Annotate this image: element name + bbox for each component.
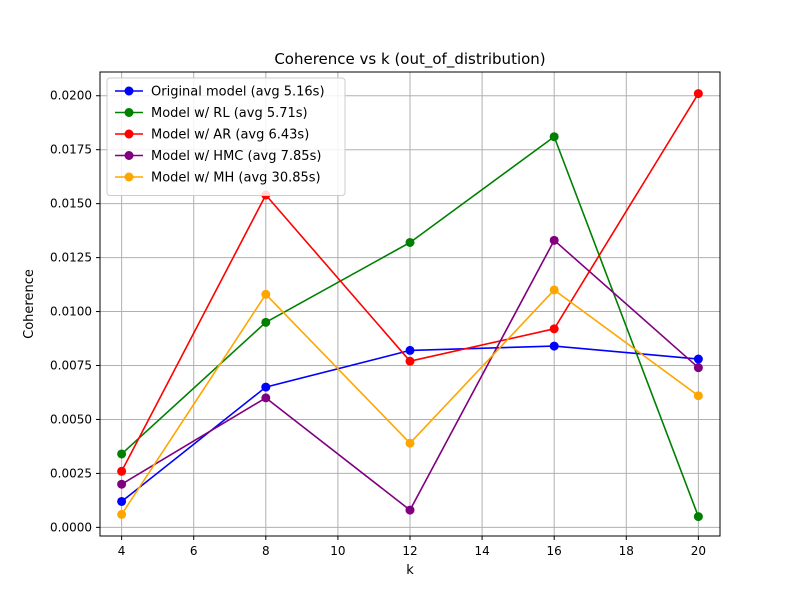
y-tick-label: 0.0125 (50, 251, 92, 265)
series-4 (117, 235, 703, 515)
data-point (549, 235, 559, 245)
data-point (405, 356, 415, 366)
y-axis-label: Coherence (22, 269, 37, 339)
data-point (117, 509, 127, 519)
data-point (405, 345, 415, 355)
data-point (261, 317, 271, 327)
series-layer (117, 89, 703, 522)
legend-label: Model w/ HMC (avg 7.85s) (151, 149, 321, 164)
legend-swatch-marker (124, 172, 134, 182)
data-point (549, 324, 559, 334)
y-tick-label: 0.0100 (50, 305, 92, 319)
data-point (405, 438, 415, 448)
legend-box (106, 77, 346, 196)
data-point (549, 341, 559, 351)
data-point (693, 512, 703, 522)
data-point (117, 479, 127, 489)
data-point (693, 363, 703, 373)
x-axis-label: k (406, 563, 414, 578)
legend-item: Model w/ MH (avg 30.85s) (115, 171, 321, 186)
data-point (117, 466, 127, 476)
legend-item: Original model (avg 5.16s) (115, 85, 325, 100)
legend-label: Model w/ MH (avg 30.85s) (151, 171, 321, 186)
data-point (261, 382, 271, 392)
data-point (549, 285, 559, 295)
x-tick-label: 20 (691, 544, 706, 558)
y-tick-label: 0.0000 (50, 520, 92, 534)
series-1 (117, 341, 703, 506)
legend: Original model (avg 5.16s) Model w/ RL (a… (106, 77, 346, 196)
data-point (261, 289, 271, 299)
data-point (405, 505, 415, 515)
legend-swatch-marker (124, 108, 134, 117)
data-point (693, 354, 703, 364)
series-3 (117, 89, 703, 476)
legend-item: Model w/ AR (avg 6.43s) (115, 128, 309, 143)
legend-label: Model w/ AR (avg 6.43s) (151, 128, 309, 143)
x-axis: 4 6 8 10 12 14 16 18 20 (118, 536, 706, 558)
legend-item: Model w/ RL (avg 5.71s) (115, 106, 308, 121)
legend-swatch-marker (124, 151, 134, 160)
x-tick-label: 14 (474, 544, 489, 558)
data-point (549, 132, 559, 142)
legend-swatch-marker (124, 86, 134, 96)
x-tick-label: 18 (619, 544, 634, 558)
x-tick-label: 12 (402, 544, 417, 558)
x-tick-label: 6 (190, 544, 198, 558)
data-point (693, 391, 703, 401)
data-point (117, 496, 127, 506)
data-point (261, 393, 271, 403)
legend-swatch-marker (124, 129, 134, 139)
y-tick-label: 0.0150 (50, 197, 92, 211)
y-tick-label: 0.0050 (50, 412, 92, 426)
data-point (693, 89, 703, 99)
x-tick-label: 16 (547, 544, 562, 558)
y-axis: 0.0000 0.0025 0.0050 0.0075 0.0100 0.0125 0.01… (50, 89, 100, 534)
series-5 (117, 285, 703, 519)
legend-label: Model w/ RL (avg 5.71s) (151, 106, 308, 121)
legend-label: Original model (avg 5.16s) (151, 85, 325, 100)
y-tick-label: 0.0200 (50, 89, 92, 103)
x-tick-label: 10 (330, 544, 345, 558)
x-tick-label: 8 (262, 544, 270, 558)
chart-title: Coherence vs k (out_of_distribution) (274, 50, 545, 69)
x-tick-label: 4 (118, 544, 126, 558)
data-point (117, 449, 127, 459)
y-tick-label: 0.0025 (50, 466, 92, 480)
legend-item: Model w/ HMC (avg 7.85s) (115, 149, 321, 164)
data-point (405, 237, 415, 247)
y-tick-label: 0.0175 (50, 143, 92, 157)
y-tick-label: 0.0075 (50, 359, 92, 373)
